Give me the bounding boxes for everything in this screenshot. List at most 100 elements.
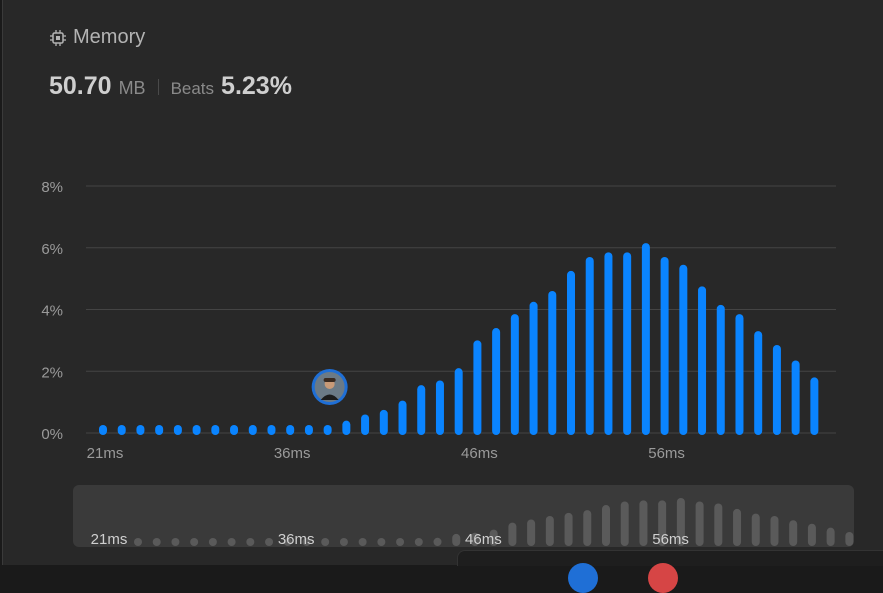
bar[interactable] xyxy=(810,377,819,435)
navigator-bar xyxy=(676,498,685,546)
bar[interactable] xyxy=(230,425,239,435)
bar[interactable] xyxy=(641,243,650,435)
navigator-bar xyxy=(358,538,367,546)
bar[interactable] xyxy=(623,252,632,435)
navigator-bar xyxy=(508,522,517,546)
x-tick-label: 46ms xyxy=(461,445,498,462)
bottom-toolbar xyxy=(457,550,883,593)
bar[interactable] xyxy=(660,257,669,435)
avatar-shirt xyxy=(320,394,339,400)
navigator-bar xyxy=(620,501,629,546)
memory-value: 50.70 xyxy=(49,72,112,100)
x-axis-ticks: 21ms 36ms 46ms 56ms xyxy=(87,445,685,462)
navigator-bar xyxy=(527,519,536,546)
navigator-bar xyxy=(695,501,704,546)
range-navigator[interactable] xyxy=(73,485,854,547)
user-avatar[interactable] xyxy=(311,369,348,405)
navigator-bar xyxy=(639,500,648,546)
navigator-bars[interactable] xyxy=(134,498,854,546)
bar[interactable] xyxy=(248,425,257,435)
memory-distribution-chart: 0% 2% 4% 6% 8% 21ms 36ms 46ms 56ms 21ms 36ms 46ms… xyxy=(41,179,854,548)
bar[interactable] xyxy=(716,304,725,435)
bar[interactable] xyxy=(155,425,164,435)
x-tick-label: 56ms xyxy=(648,445,685,462)
navigator-bar xyxy=(190,538,199,546)
bar[interactable] xyxy=(492,328,501,435)
navigator-bar xyxy=(227,538,236,546)
navigator-bar xyxy=(283,538,292,546)
navigator-bar xyxy=(265,538,274,546)
bar[interactable] xyxy=(286,425,295,435)
navigator-bar xyxy=(714,503,723,546)
y-tick-label: 2% xyxy=(41,364,63,381)
navigator-bar xyxy=(826,527,835,546)
bar[interactable] xyxy=(454,368,463,435)
bar[interactable] xyxy=(791,360,800,435)
y-axis-ticks: 0% 2% 4% 6% 8% xyxy=(41,179,63,443)
beats-value: 5.23% xyxy=(221,72,292,100)
user-marker[interactable] xyxy=(311,369,348,405)
navigator-tick-label: 56ms xyxy=(652,531,689,548)
navigator-tick-label: 21ms xyxy=(91,531,128,548)
y-tick-label: 0% xyxy=(41,426,63,443)
navigator-tick-label: 46ms xyxy=(465,531,502,548)
bar[interactable] xyxy=(211,425,220,435)
navigator-bar xyxy=(208,538,217,546)
x-tick-label: 36ms xyxy=(274,445,311,462)
x-tick-label: 21ms xyxy=(87,445,124,462)
memory-unit: MB xyxy=(118,78,146,98)
navigator-bar xyxy=(489,529,498,546)
red-circle-icon[interactable] xyxy=(648,563,678,593)
panel-title: Memory xyxy=(73,26,146,48)
bar[interactable] xyxy=(529,301,538,435)
bar[interactable] xyxy=(585,257,594,435)
navigator-bar xyxy=(377,538,386,546)
bar[interactable] xyxy=(510,314,519,435)
navigator-bar xyxy=(452,533,461,546)
navigator-bar xyxy=(171,538,180,546)
bar[interactable] xyxy=(173,425,182,435)
navigator-bar xyxy=(152,538,161,546)
bar[interactable] xyxy=(754,331,763,435)
bar[interactable] xyxy=(361,414,370,435)
bar[interactable] xyxy=(698,286,707,435)
bar[interactable] xyxy=(379,409,388,435)
bar[interactable] xyxy=(417,385,426,435)
bar[interactable] xyxy=(604,252,613,435)
bar[interactable] xyxy=(192,425,201,435)
bar[interactable] xyxy=(735,314,744,435)
bar[interactable] xyxy=(435,380,444,435)
avatar-hair xyxy=(323,378,336,382)
navigator-bar xyxy=(733,508,742,546)
navigator-bar xyxy=(339,538,348,546)
navigator-bar xyxy=(414,538,423,546)
memory-panel: Memory 50.70 MB Beats 5.23% 0% 2% 4% 6% 8% 2… xyxy=(2,0,883,565)
navigator-bar xyxy=(470,532,479,546)
chip-icon xyxy=(50,29,66,46)
navigator-bar xyxy=(564,512,573,546)
blue-circle-icon[interactable] xyxy=(568,563,598,593)
navigator-bar xyxy=(134,538,142,546)
bar[interactable] xyxy=(117,425,126,435)
bar[interactable] xyxy=(304,425,313,435)
bar[interactable] xyxy=(267,425,276,435)
bar[interactable] xyxy=(323,425,332,435)
bar[interactable] xyxy=(398,400,407,435)
y-tick-label: 4% xyxy=(41,303,63,320)
bar[interactable] xyxy=(473,340,482,435)
panel-header: Memory xyxy=(49,26,145,49)
navigator-bar xyxy=(845,531,854,546)
bar[interactable] xyxy=(99,425,107,435)
bar[interactable] xyxy=(567,270,575,435)
navigator-bar xyxy=(807,523,816,546)
bar[interactable] xyxy=(679,264,688,435)
navigator-bar xyxy=(433,537,442,546)
navigator-bar xyxy=(583,510,592,546)
navigator-ticks: 21ms 36ms 46ms 56ms xyxy=(91,531,689,548)
navigator-bar xyxy=(302,538,311,546)
navigator-bar xyxy=(321,538,330,546)
bar[interactable] xyxy=(548,290,557,435)
bar[interactable] xyxy=(342,420,351,435)
bar[interactable] xyxy=(772,345,781,435)
bar[interactable] xyxy=(136,425,145,435)
